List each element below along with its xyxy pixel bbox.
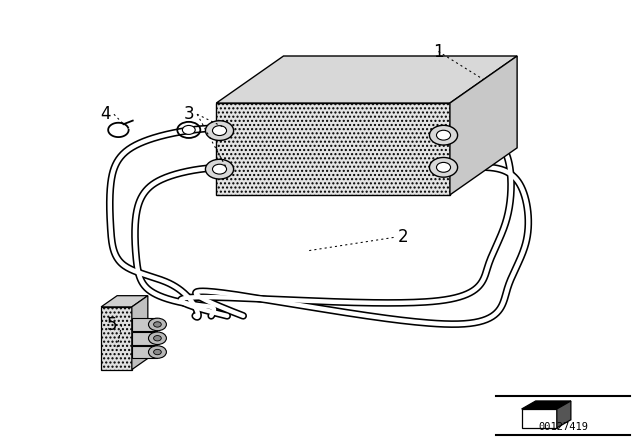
- Circle shape: [212, 126, 227, 136]
- Circle shape: [429, 125, 458, 145]
- Text: 5: 5: [107, 316, 117, 334]
- Polygon shape: [132, 346, 157, 358]
- Circle shape: [148, 346, 166, 358]
- Polygon shape: [101, 307, 132, 370]
- Polygon shape: [450, 56, 517, 195]
- Circle shape: [436, 130, 451, 140]
- Polygon shape: [216, 56, 517, 103]
- Circle shape: [154, 336, 161, 341]
- Circle shape: [205, 159, 234, 179]
- Text: 00127419: 00127419: [538, 422, 588, 432]
- Circle shape: [154, 349, 161, 355]
- Circle shape: [212, 164, 227, 174]
- Polygon shape: [216, 103, 450, 195]
- Polygon shape: [101, 296, 148, 307]
- Polygon shape: [557, 401, 571, 428]
- Text: 1: 1: [433, 43, 444, 60]
- Circle shape: [154, 322, 161, 327]
- Circle shape: [205, 121, 234, 141]
- Text: 4: 4: [100, 105, 111, 123]
- Polygon shape: [522, 409, 557, 428]
- Polygon shape: [132, 332, 157, 345]
- Circle shape: [182, 125, 195, 134]
- Circle shape: [148, 318, 166, 331]
- Polygon shape: [132, 296, 148, 370]
- Polygon shape: [132, 318, 157, 331]
- Circle shape: [148, 332, 166, 345]
- Circle shape: [429, 158, 458, 177]
- Polygon shape: [522, 401, 571, 409]
- Text: 3: 3: [184, 105, 194, 123]
- Circle shape: [436, 163, 451, 172]
- Text: 2: 2: [398, 228, 408, 246]
